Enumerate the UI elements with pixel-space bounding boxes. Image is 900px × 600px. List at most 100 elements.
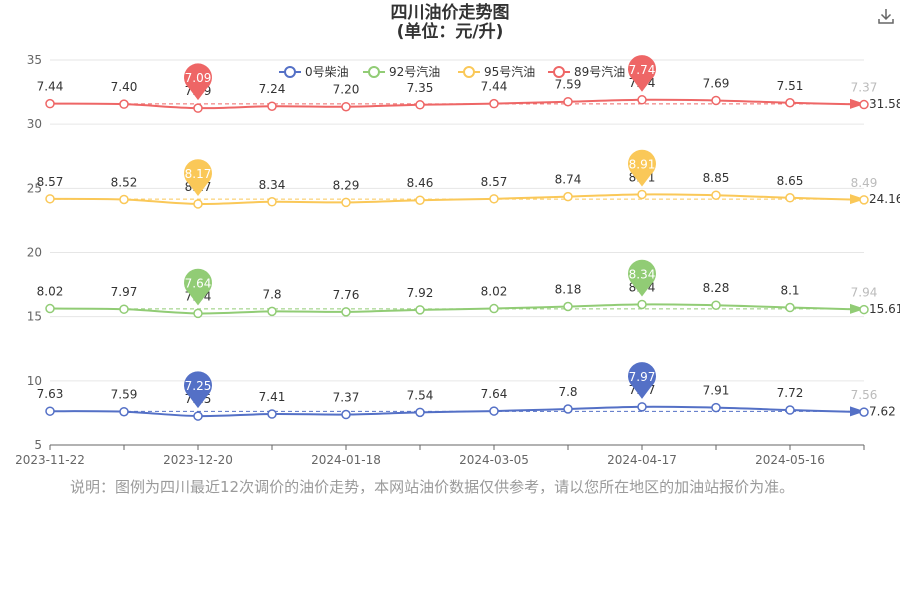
x-tick-label: 2023-12-20 <box>163 453 233 467</box>
data-label: 7.59 <box>111 388 138 402</box>
data-label: 8.29 <box>333 178 360 192</box>
data-label: 7.37 <box>333 391 360 405</box>
data-point <box>119 99 129 109</box>
data-label: 7.40 <box>111 80 138 94</box>
data-label: 7.91 <box>703 384 730 398</box>
y-tick-label: 35 <box>27 53 42 67</box>
data-label: 8.85 <box>703 171 730 185</box>
data-label: 8.57 <box>481 175 508 189</box>
data-label: 7.35 <box>407 81 434 95</box>
data-label: 7.44 <box>37 80 64 94</box>
data-label: 7.8 <box>262 287 281 301</box>
max-pin <box>628 149 657 187</box>
data-label: 8.28 <box>703 281 730 295</box>
max-pin-label: 8.34 <box>629 267 656 281</box>
data-point <box>119 406 129 417</box>
max-pin <box>628 362 657 399</box>
data-point <box>341 101 351 112</box>
y-tick-label: 15 <box>27 310 42 324</box>
data-label: 7.20 <box>333 83 360 97</box>
data-point <box>193 199 203 209</box>
data-point <box>415 305 425 315</box>
chart-title-line2: (单位：元/升) <box>396 22 504 42</box>
legend-item-1: 92号汽油 <box>389 64 440 79</box>
data-label: 8.49 <box>851 176 878 190</box>
data-point <box>193 308 203 319</box>
x-tick-label: 2024-04-17 <box>607 453 677 467</box>
x-tick-label: 2023-11-22 <box>15 453 85 467</box>
data-point <box>711 95 721 106</box>
legend-symbol <box>553 66 565 78</box>
data-label: 7.72 <box>777 386 804 400</box>
data-label: 7.8 <box>558 385 577 399</box>
average-label: 31.58 <box>869 97 900 111</box>
data-point <box>267 197 277 207</box>
chart-title: 四川油价走势图 (单位：元/升) <box>0 4 900 42</box>
data-point <box>711 300 721 310</box>
data-label: 7.97 <box>111 285 138 299</box>
data-point <box>341 409 351 420</box>
data-point <box>267 101 277 111</box>
data-label: 7.54 <box>407 388 434 402</box>
data-point <box>859 304 869 315</box>
data-label: 8.74 <box>555 173 582 187</box>
max-pin-label: 7.97 <box>629 370 656 384</box>
data-label: 7.94 <box>851 286 878 300</box>
data-point <box>637 95 647 105</box>
y-tick-label: 20 <box>27 246 42 260</box>
data-point <box>193 411 203 421</box>
y-tick-label: 5 <box>34 438 42 452</box>
data-point <box>785 193 795 203</box>
data-label: 7.59 <box>555 78 582 92</box>
x-tick-label: 2024-05-16 <box>755 453 825 467</box>
min-pin-label: 7.64 <box>185 276 212 290</box>
data-point <box>637 299 647 310</box>
data-point <box>711 402 721 413</box>
data-point <box>563 96 573 107</box>
data-point <box>489 303 499 314</box>
data-label: 7.41 <box>259 390 286 404</box>
data-point <box>119 304 129 314</box>
data-point <box>267 306 277 317</box>
series-3: 31.58 7.44 7.40 7.09 7.24 7.20 7.35 7.44 7.59 7.7… <box>37 55 900 113</box>
average-label: 24.16 <box>869 192 900 206</box>
average-arrow <box>850 406 865 417</box>
data-point <box>563 191 573 202</box>
data-label: 7.76 <box>333 288 360 302</box>
data-label: 8.18 <box>555 282 582 296</box>
data-point <box>45 194 55 204</box>
legend-item-2: 95号汽油 <box>484 64 535 79</box>
average-arrow <box>850 303 865 314</box>
max-pin-label: 8.91 <box>629 157 656 171</box>
data-point <box>415 407 425 418</box>
legend-symbol <box>284 66 296 78</box>
line-chart: 5 10 15 20 25 30 35 2023-11-22 2023-12-20 2024-01… <box>15 53 900 467</box>
y-tick-label: 10 <box>27 374 42 388</box>
y-tick-label: 25 <box>27 181 42 195</box>
data-point <box>785 405 795 415</box>
data-label: 8.02 <box>37 285 64 299</box>
data-label: 7.56 <box>851 388 878 402</box>
legend-item-0: 0号柴油 <box>305 65 349 79</box>
data-label: 7.37 <box>851 81 878 95</box>
data-point <box>45 98 55 109</box>
data-point <box>489 98 499 109</box>
data-point <box>193 103 203 113</box>
data-label: 7.92 <box>407 286 434 300</box>
series-1: 15.61 8.02 7.97 7.64 7.8 7.76 7.92 8.02 8.18 8.34… <box>37 259 900 319</box>
data-point <box>711 190 721 200</box>
data-label: 8.1 <box>780 284 799 298</box>
data-point <box>267 409 277 419</box>
data-label: 7.51 <box>777 79 804 93</box>
download-icon[interactable] <box>876 6 896 26</box>
min-pin <box>184 268 213 306</box>
data-point <box>785 302 795 313</box>
data-point <box>489 406 499 416</box>
max-pin-label: 7.74 <box>629 63 656 77</box>
data-label: 7.24 <box>259 82 286 96</box>
legend-item-3: 89号汽油 <box>574 64 625 79</box>
average-arrow <box>850 98 865 109</box>
data-label: 8.46 <box>407 176 434 190</box>
y-tick-label: 30 <box>27 117 42 131</box>
data-label: 8.52 <box>111 175 138 189</box>
